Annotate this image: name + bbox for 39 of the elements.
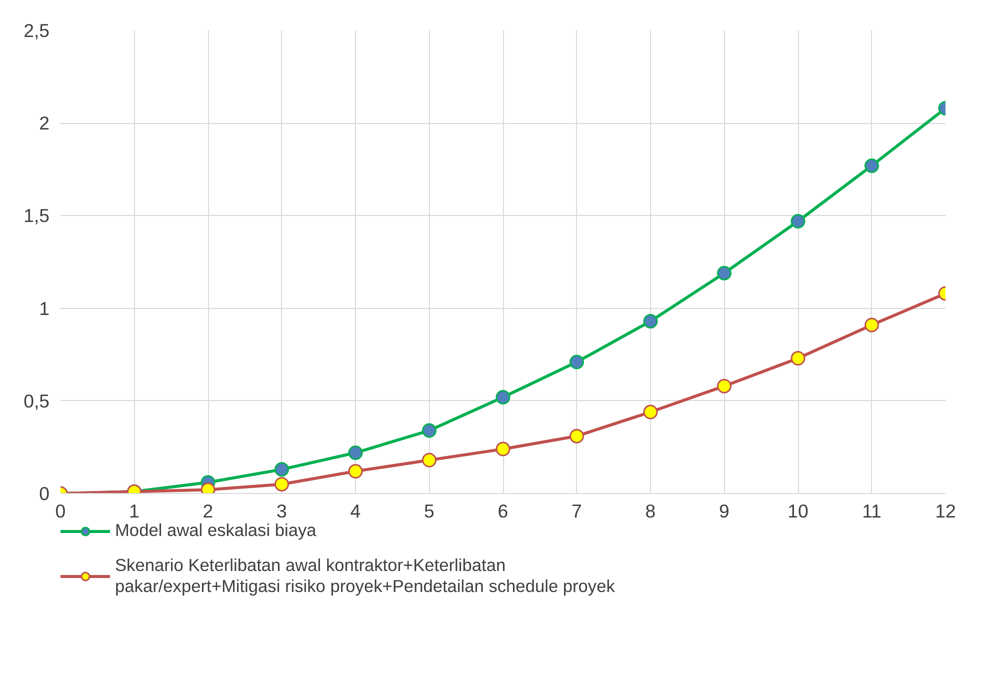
point xyxy=(570,428,584,444)
y-tick-label: 0 xyxy=(39,483,50,504)
x-tick-label: 12 xyxy=(935,500,956,522)
x-tick-label: 5 xyxy=(424,500,434,522)
point xyxy=(643,404,658,420)
x-tick-label: 4 xyxy=(350,500,361,522)
point xyxy=(790,351,806,366)
x-tick-label: 7 xyxy=(572,500,582,522)
point xyxy=(643,314,658,328)
y-tick-label: 0,5 xyxy=(24,390,50,412)
point xyxy=(717,266,732,280)
y-tick-label: 1,5 xyxy=(24,205,50,226)
point xyxy=(790,214,806,228)
point xyxy=(496,442,510,456)
legend-label: Model awal eskalasi biaya xyxy=(115,520,316,541)
legend-label: Skenario Keterlibatan awal kontraktor+Keterlibatan pakar/expert+Mitigasi risiko proyek+Pendetailan schedule proyek xyxy=(115,555,615,597)
x-tick-label: 8 xyxy=(645,500,656,522)
y-tick-label: 2,5 xyxy=(24,20,50,41)
y-tick-label: 2 xyxy=(39,112,50,134)
x-tick-label: 6 xyxy=(498,500,508,522)
point xyxy=(348,446,363,460)
point xyxy=(422,452,436,468)
x-tick-label: 11 xyxy=(862,500,882,522)
point xyxy=(717,378,732,394)
x-tick-label: 3 xyxy=(276,500,287,522)
x-tick-label: 2 xyxy=(202,500,214,522)
point xyxy=(274,462,289,477)
y-tick-label: 1 xyxy=(39,298,50,319)
point xyxy=(864,318,879,332)
point xyxy=(570,354,584,370)
point xyxy=(496,390,510,404)
x-tick-label: 10 xyxy=(788,500,808,522)
x-tick-label: 9 xyxy=(719,500,730,522)
point xyxy=(274,477,289,492)
point xyxy=(422,423,436,438)
x-tick-label: 0 xyxy=(55,500,66,522)
point xyxy=(348,464,363,479)
point xyxy=(864,158,879,173)
x-tick-label: 1 xyxy=(129,500,140,522)
